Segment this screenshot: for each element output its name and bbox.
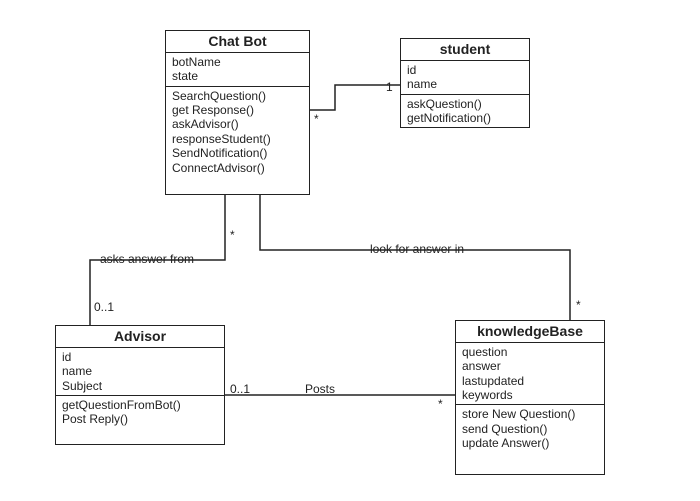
edge-label-posts: Posts bbox=[305, 382, 335, 396]
mult-label: 1 bbox=[386, 80, 393, 94]
edge-label-look: look for answer in bbox=[370, 242, 464, 256]
class-title: student bbox=[407, 41, 523, 58]
attr: Subject bbox=[62, 379, 218, 393]
attr: lastupdated bbox=[462, 374, 598, 388]
class-chatbot: Chat Bot botName state SearchQuestion() … bbox=[165, 30, 310, 195]
attr: name bbox=[407, 77, 523, 91]
mult-label: * bbox=[230, 228, 235, 242]
class-student: student id name askQuestion() getNotific… bbox=[400, 38, 530, 128]
op: getQuestionFromBot() bbox=[62, 398, 218, 412]
mult-label: * bbox=[438, 397, 443, 411]
class-title: knowledgeBase bbox=[462, 323, 598, 340]
attr: keywords bbox=[462, 388, 598, 402]
op: store New Question() bbox=[462, 407, 598, 421]
attr: botName bbox=[172, 55, 303, 69]
class-knowledgebase: knowledgeBase question answer lastupdate… bbox=[455, 320, 605, 475]
edge-label-asks: asks answer from bbox=[100, 252, 194, 266]
attr: id bbox=[62, 350, 218, 364]
attr: name bbox=[62, 364, 218, 378]
op: ConnectAdvisor() bbox=[172, 161, 303, 175]
op: SearchQuestion() bbox=[172, 89, 303, 103]
op: askQuestion() bbox=[407, 97, 523, 111]
mult-label: 0..1 bbox=[230, 382, 250, 396]
diagram-canvas: Chat Bot botName state SearchQuestion() … bbox=[0, 0, 700, 501]
op: Post Reply() bbox=[62, 412, 218, 426]
op: send Question() bbox=[462, 422, 598, 436]
mult-label: 0..1 bbox=[94, 300, 114, 314]
mult-label: * bbox=[576, 298, 581, 312]
op: SendNotification() bbox=[172, 146, 303, 160]
op: askAdvisor() bbox=[172, 117, 303, 131]
class-advisor: Advisor id name Subject getQuestionFromB… bbox=[55, 325, 225, 445]
attr: id bbox=[407, 63, 523, 77]
class-title: Chat Bot bbox=[172, 33, 303, 50]
class-title: Advisor bbox=[62, 328, 218, 345]
mult-label: * bbox=[314, 112, 319, 126]
attr: state bbox=[172, 69, 303, 83]
attr: question bbox=[462, 345, 598, 359]
op: get Response() bbox=[172, 103, 303, 117]
op: responseStudent() bbox=[172, 132, 303, 146]
op: update Answer() bbox=[462, 436, 598, 450]
op: getNotification() bbox=[407, 111, 523, 125]
attr: answer bbox=[462, 359, 598, 373]
